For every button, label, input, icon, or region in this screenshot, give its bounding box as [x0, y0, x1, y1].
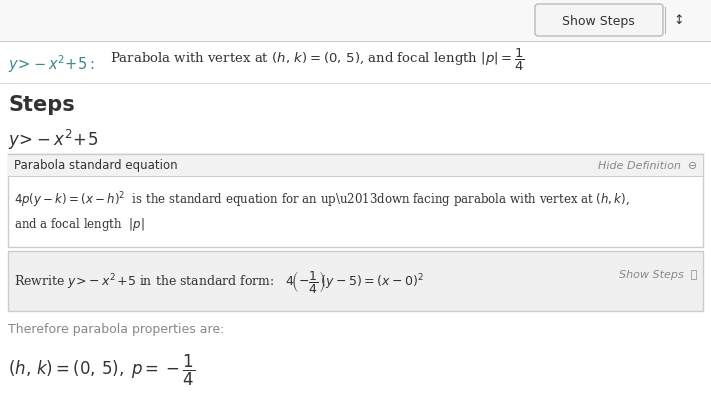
FancyBboxPatch shape	[535, 5, 663, 37]
Text: $y\!>\!-x^{2}\!+\!5:$: $y\!>\!-x^{2}\!+\!5:$	[8, 53, 95, 75]
Text: ↕: ↕	[674, 14, 684, 27]
Text: Parabola standard equation: Parabola standard equation	[14, 159, 178, 172]
Bar	[0, 0, 711, 42]
Text: $y\!>\!-x^{2}\!+\!5$: $y\!>\!-x^{2}\!+\!5$	[8, 128, 98, 152]
Bar	[8, 252, 703, 311]
Text: and a focal length  $|p|$: and a focal length $|p|$	[14, 216, 144, 233]
Text: Show Steps  🔒: Show Steps 🔒	[619, 270, 697, 279]
Text: Rewrite $y\!>\!-x^{2}\!+\!5$ in the standard form:   $4\!\left(-\dfrac{1}{4}\rig: Rewrite $y\!>\!-x^{2}\!+\!5$ in the stan…	[14, 268, 424, 294]
Text: $(h,\,k)=(0,\,5),\;p=-\dfrac{1}{4}$: $(h,\,k)=(0,\,5),\;p=-\dfrac{1}{4}$	[8, 352, 195, 387]
Text: $4p(y-k)=(x-h)^{2}$  is the standard equation for an up\u2013down facing parabol: $4p(y-k)=(x-h)^{2}$ is the standard equa…	[14, 190, 630, 209]
Bar	[8, 155, 703, 177]
Text: Show Steps: Show Steps	[562, 14, 634, 27]
Text: Therefore parabola properties are:: Therefore parabola properties are:	[8, 323, 225, 336]
Text: Steps: Steps	[8, 95, 75, 115]
Bar	[8, 155, 703, 247]
Text: Hide Definition  ⊖: Hide Definition ⊖	[598, 161, 697, 171]
Text: Parabola with vertex at $(h,\,k)=(0,\,5)$, and focal length $|p|=\dfrac{1}{4}$: Parabola with vertex at $(h,\,k)=(0,\,5)…	[110, 47, 525, 73]
